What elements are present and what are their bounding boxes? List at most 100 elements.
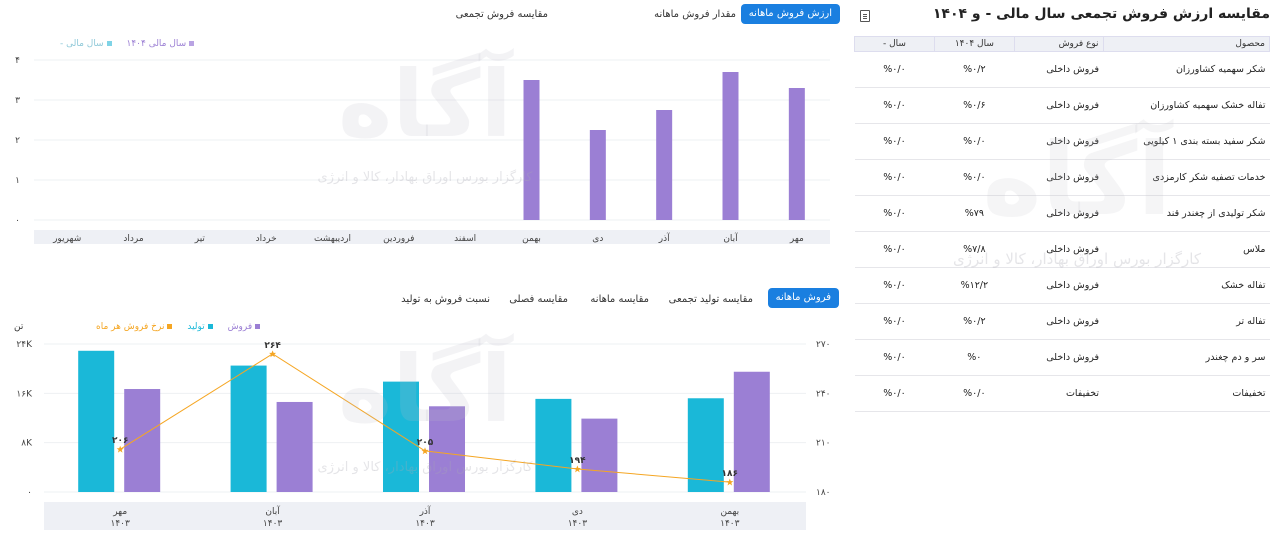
cell-product: تفاله خشک سهمیه کشاورزان <box>1103 87 1270 124</box>
col-header-product: محصول <box>1102 36 1271 52</box>
x-tick-label: خرداد <box>256 234 277 244</box>
tab-monthly-sales-value[interactable]: ارزش فروش ماهانه <box>740 4 840 24</box>
bar-1404 <box>722 72 739 220</box>
col-header-1404: سال ۱۴۰۴ <box>933 36 1015 52</box>
legend-item-price[interactable]: نرخ فروش هر ماه <box>96 322 173 332</box>
legend-swatch <box>189 41 195 46</box>
tab-monthly-sales-quantity[interactable]: مقدار فروش ماهانه <box>654 9 736 20</box>
cell-1404: %۰/۲ <box>934 51 1015 88</box>
x-tick-label: اسفند <box>454 234 476 244</box>
price-label: ۱۹۴ <box>569 456 586 466</box>
cumulative-sales-table: محصول نوع فروش سال ۱۴۰۴ سال - شکر سهمیه … <box>854 36 1271 412</box>
tab-cumulative-production[interactable]: مقایسه تولید تجمعی <box>668 294 753 305</box>
y2-tick-label: ۲۴۰ <box>816 389 831 399</box>
x-tick-label: دی <box>572 507 583 517</box>
y-tick-label: ۸K <box>21 439 33 449</box>
monthly-sales-production-chart: ۰ ۸K ۱۶K ۲۴K ۱۸۰ ۲۱۰ ۲۴۰ ۲۷۰ مهر ۱۴۰۳ آبان ۱۴۰۳ آذر ۱… <box>16 340 831 530</box>
cell-product: ملاس <box>1103 231 1270 268</box>
tab-monthly-sales[interactable]: فروش ماهانه <box>767 288 839 308</box>
cell-product: خدمات تصفیه شکر کارمزدی <box>1103 159 1270 196</box>
price-point <box>421 447 429 455</box>
y2-tick-label: ۱۸۰ <box>816 488 831 498</box>
table-row: خدمات تصفیه شکر کارمزدی فروش داخلی %۰/۰ %۰/… <box>854 159 1270 196</box>
bar-sales <box>276 401 313 492</box>
legend-label: نرخ فروش هر ماه <box>96 322 165 332</box>
cell-product: شکر تولیدی از چغندر قند <box>1103 195 1270 232</box>
legend-label: سال مالی - <box>60 39 104 49</box>
cell-product: شکر سفید بسته بندی ۱ کیلویی <box>1103 123 1270 160</box>
cell-1404: %۷۹ <box>934 195 1015 232</box>
cell-prev: %۰/۰ <box>854 51 935 88</box>
y-tick-label: ۰ <box>27 488 32 498</box>
document-icon[interactable] <box>860 10 870 22</box>
x-tick-label: اردیبهشت <box>314 234 351 244</box>
cell-prev: %۰/۰ <box>854 375 935 412</box>
cell-1404: %۰/۰ <box>934 159 1015 196</box>
table-row: سر و دم چغندر فروش داخلی %۰ %۰/۰ <box>854 339 1270 376</box>
cell-sale-type: فروش داخلی <box>1014 87 1104 124</box>
legend-item-sales[interactable]: فروش <box>228 322 261 332</box>
monthly-sales-value-chart: ۰ ۱ ۲ ۳ ۴ شهریور مرداد تیر خرداد اردیبهشت فروردین ا… <box>15 56 830 244</box>
table-row: تخفیفات تخفیفات %۰/۰ %۰/۰ <box>854 375 1270 412</box>
col-header-sale-type: نوع فروش <box>1013 36 1104 52</box>
table-row: تفاله خشک فروش داخلی %۱۲/۲ %۰/۰ <box>854 267 1270 304</box>
cell-product: تفاله تر <box>1103 303 1270 340</box>
cell-prev: %۰/۰ <box>854 231 935 268</box>
bar-production <box>535 398 572 492</box>
x-tick-label: آذر <box>419 505 431 517</box>
cell-sale-type: فروش داخلی <box>1014 195 1104 232</box>
cell-product: تخفیفات <box>1103 375 1270 412</box>
y-tick-label: ۳ <box>15 96 20 106</box>
x-tick-label: مهر <box>112 507 127 517</box>
y-tick-label: ۲ <box>15 136 20 146</box>
cell-sale-type: فروش داخلی <box>1014 303 1104 340</box>
tab-monthly-comparison[interactable]: مقایسه ماهانه <box>590 294 649 305</box>
legend-label: تولید <box>187 322 205 332</box>
bar-production <box>383 381 419 492</box>
table-row: تفاله خشک سهمیه کشاورزان فروش داخلی %۰/۶ %۰… <box>854 87 1270 124</box>
cell-prev: %۰/۰ <box>854 303 935 340</box>
x-tick-label: شهریور <box>52 234 81 244</box>
price-line <box>119 353 730 483</box>
legend-item-production[interactable]: تولید <box>187 322 213 332</box>
bar-sales <box>581 418 618 492</box>
cell-sale-type: فروش داخلی <box>1014 267 1104 304</box>
panel-title: مقایسه ارزش فروش تجمعی سال مالی - و ۱۴۰۴ <box>932 6 1270 22</box>
table-header-row: محصول نوع فروش سال ۱۴۰۴ سال - <box>854 36 1271 52</box>
cell-1404: %۰/۰ <box>934 123 1015 160</box>
y-tick-label: ۱ <box>15 176 20 186</box>
tab-cumulative-sales[interactable]: مقایسه فروش تجمعی <box>455 9 548 20</box>
x-tick-label: آذر <box>658 232 670 244</box>
x-tick-label: بهمن <box>720 507 739 517</box>
x-tick-year: ۱۴۰۳ <box>111 519 131 529</box>
cell-product: تفاله خشک <box>1103 267 1270 304</box>
legend-swatch <box>106 41 112 46</box>
x-tick-year: ۱۴۰۳ <box>263 519 283 529</box>
table-row: شکر سفید بسته بندی ۱ کیلویی فروش داخلی %۰/… <box>854 123 1270 160</box>
legend-item-1404[interactable]: سال مالی ۱۴۰۴ <box>126 39 195 49</box>
bar-production <box>78 350 115 492</box>
cell-prev: %۰/۰ <box>854 87 935 124</box>
cell-prev: %۰/۰ <box>854 195 935 232</box>
bar-sales <box>429 406 465 492</box>
cell-1404: %۰/۲ <box>934 303 1015 340</box>
x-tick-year: ۱۴۰۳ <box>720 519 740 529</box>
legend-item-prev[interactable]: سال مالی - <box>60 39 112 49</box>
bar-sales <box>124 389 161 492</box>
bar-sales <box>733 371 770 492</box>
cell-product: شکر سهمیه کشاورزان <box>1103 51 1270 88</box>
y2-tick-label: ۲۱۰ <box>816 439 831 449</box>
tab-sales-to-production-ratio[interactable]: نسبت فروش به تولید <box>401 294 490 305</box>
price-label: ۲۶۴ <box>264 341 281 351</box>
bar-production <box>687 398 724 492</box>
tab-seasonal-comparison[interactable]: مقایسه فصلی <box>509 294 568 305</box>
bar-1404 <box>589 130 606 220</box>
y-tick-label: ۴ <box>15 56 20 66</box>
table-row: شکر سهمیه کشاورزان فروش داخلی %۰/۲ %۰/۰ <box>854 51 1270 88</box>
price-label: ۱۸۶ <box>722 469 738 479</box>
table-row: تفاله تر فروش داخلی %۰/۲ %۰/۰ <box>854 303 1270 340</box>
cell-1404: %۰/۰ <box>934 375 1015 412</box>
cell-1404: %۱۲/۲ <box>934 267 1015 304</box>
y-tick-label: ۲۴K <box>16 340 33 350</box>
cell-1404: %۰/۶ <box>934 87 1015 124</box>
